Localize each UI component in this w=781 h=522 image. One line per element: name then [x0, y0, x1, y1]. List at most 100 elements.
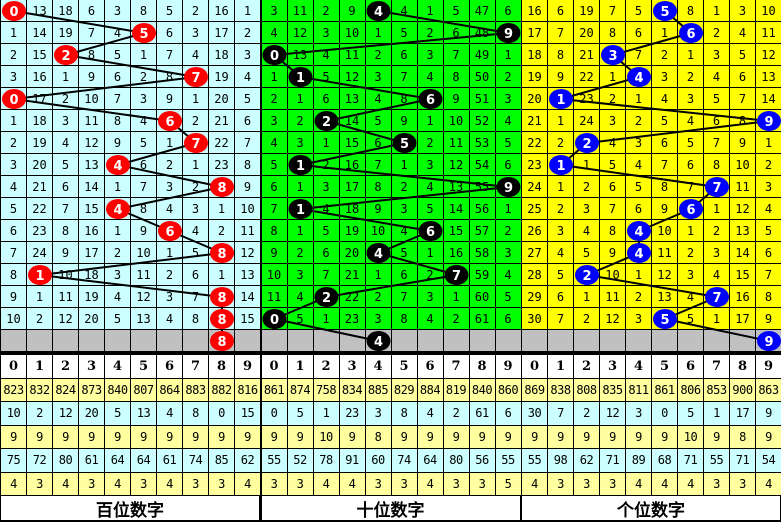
- digit-header: 0: [522, 355, 548, 379]
- omission-cell: 2: [626, 110, 652, 132]
- omission-cell: 6: [548, 0, 574, 22]
- omission-cell: 1: [287, 88, 314, 110]
- omission-cell: 17: [730, 308, 756, 330]
- next-draw-cell: [574, 330, 600, 352]
- stat-cell: 6: [495, 402, 522, 426]
- omission-cell: 1: [157, 242, 183, 264]
- omission-cell: 4: [261, 132, 288, 154]
- stat-cell: 78: [313, 449, 340, 473]
- omission-cell: 7: [105, 88, 131, 110]
- omission-cell: 18: [53, 0, 79, 22]
- omission-cell: 7: [235, 132, 261, 154]
- digit-header: 5: [391, 355, 418, 379]
- omission-cell: 3: [600, 110, 626, 132]
- omission-cell: 23: [27, 220, 53, 242]
- omission-cell: 21: [209, 110, 235, 132]
- stat-cell: 4: [339, 472, 366, 496]
- omission-cell: 2: [443, 308, 470, 330]
- hit-cell: [626, 242, 652, 264]
- omission-cell: 6: [183, 264, 209, 286]
- stat-cell: 9: [495, 425, 522, 449]
- omission-cell: 20: [27, 154, 53, 176]
- omission-cell: 1: [235, 0, 261, 22]
- omission-cell: 10: [261, 264, 288, 286]
- stat-cell: 873: [79, 378, 105, 402]
- omission-cell: 2: [287, 242, 314, 264]
- hit-cell: [1, 88, 27, 110]
- stat-cell: 3: [365, 472, 392, 496]
- omission-cell: 4: [756, 198, 781, 220]
- omission-cell: 22: [522, 132, 548, 154]
- omission-cell: 9: [548, 66, 574, 88]
- omission-cell: 4: [105, 22, 131, 44]
- stat-cell: 3: [626, 402, 652, 426]
- omission-cell: 3: [626, 308, 652, 330]
- omission-cell: 6: [105, 66, 131, 88]
- stat-cell: 9: [183, 425, 209, 449]
- omission-cell: 20: [209, 88, 235, 110]
- stat-cell: 4: [105, 472, 131, 496]
- omission-cell: 2: [183, 110, 209, 132]
- next-draw-cell: [391, 330, 418, 352]
- omission-cell: 19: [209, 66, 235, 88]
- omission-cell: 8: [756, 286, 781, 308]
- stat-cell: 4: [756, 472, 781, 496]
- stat-cell: 808: [574, 378, 600, 402]
- omission-cell: 2: [27, 308, 53, 330]
- omission-cell: 9: [53, 242, 79, 264]
- omission-cell: 1: [704, 308, 730, 330]
- omission-cell: 3: [105, 0, 131, 22]
- omission-cell: 3: [235, 44, 261, 66]
- omission-cell: 6: [261, 176, 288, 198]
- hit-cell: [313, 286, 340, 308]
- stat-cell: 2: [574, 402, 600, 426]
- omission-cell: 16: [522, 0, 548, 22]
- digit-header: 9: [756, 355, 781, 379]
- omission-cell: 24: [522, 176, 548, 198]
- omission-cell: 8: [391, 308, 418, 330]
- omission-cell: 20: [339, 242, 366, 264]
- stat-cell: 56: [469, 449, 496, 473]
- omission-cell: 1: [365, 264, 392, 286]
- stat-cell: 4: [313, 472, 340, 496]
- stat-cell: 823: [1, 378, 27, 402]
- omission-cell: 1: [53, 66, 79, 88]
- stat-cell: 71: [730, 449, 756, 473]
- digit-header: 6: [157, 355, 183, 379]
- hit-cell: [652, 308, 678, 330]
- hit-cell: [261, 308, 288, 330]
- stat-cell: 3: [183, 472, 209, 496]
- hit-cell: [27, 264, 53, 286]
- omission-cell: 1: [287, 176, 314, 198]
- omission-cell: 13: [287, 44, 314, 66]
- hit-cell: [417, 220, 444, 242]
- omission-cell: 3: [313, 22, 340, 44]
- omission-cell: 1: [417, 242, 444, 264]
- omission-cell: 22: [209, 132, 235, 154]
- stat-cell: 0: [652, 402, 678, 426]
- hit-cell: [600, 44, 626, 66]
- next-draw-cell: [730, 330, 756, 352]
- omission-cell: 4: [652, 88, 678, 110]
- omission-cell: 8: [391, 88, 418, 110]
- digit-header: 9: [495, 355, 522, 379]
- stat-cell: 807: [131, 378, 157, 402]
- omission-cell: 11: [261, 286, 288, 308]
- omission-cell: 7: [391, 66, 418, 88]
- omission-cell: 2: [157, 154, 183, 176]
- omission-cell: 3: [417, 44, 444, 66]
- omission-cell: 7: [183, 286, 209, 308]
- omission-cell: 7: [600, 0, 626, 22]
- omission-cell: 11: [600, 286, 626, 308]
- stat-cell: 62: [235, 449, 261, 473]
- omission-cell: 53: [469, 132, 496, 154]
- omission-cell: 7: [443, 44, 470, 66]
- stat-cell: 74: [183, 449, 209, 473]
- omission-cell: 9: [756, 308, 781, 330]
- hit-cell: [209, 176, 235, 198]
- next-draw-cell: [704, 330, 730, 352]
- omission-cell: 4: [183, 44, 209, 66]
- digit-header: 6: [417, 355, 444, 379]
- omission-cell: 9: [391, 110, 418, 132]
- digit-header: 9: [235, 355, 261, 379]
